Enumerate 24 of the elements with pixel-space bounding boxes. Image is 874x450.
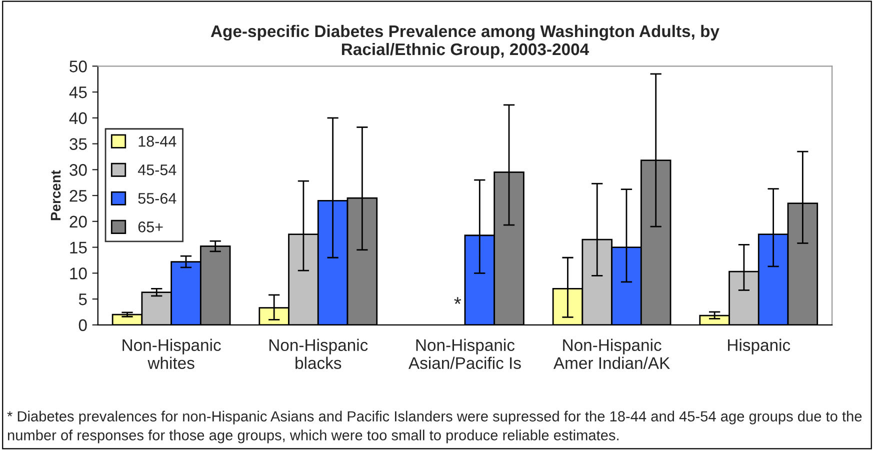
x-tick-label: Non-Hispanic blacks: [269, 338, 368, 369]
chart-title: Age-specific Diabetes Prevalence among Washington Adults, by Racial/Ethnic Group, 2003-2004: [210, 24, 720, 58]
legend-label: 55-64: [138, 192, 176, 204]
y-tick-label: 20: [70, 216, 87, 228]
y-tick-label: 10: [70, 268, 87, 280]
y-tick-label: 40: [69, 112, 87, 124]
y-tick-label: 50: [70, 60, 87, 72]
legend-label: 18-44: [138, 136, 176, 147]
y-tick-label: 15: [70, 242, 87, 254]
x-tick-label: Non-Hispanic whites: [122, 338, 221, 369]
y-tick-label: 30: [70, 164, 87, 176]
x-tick-label: Non-Hispanic Asian/Pacific Is: [408, 338, 521, 369]
y-tick-label: 0: [78, 319, 87, 332]
x-tick-label: Non-Hispanic Amer Indian/AK: [553, 338, 670, 369]
y-axis-title: Percent: [50, 170, 61, 220]
text: * Diabetes prevalences for non-Hispanic Asians and Pacific Islanders were supressed for the 18-44 and 45-54 age groups due to the number of responses for those age groups, which were too small to produce reliable estimates.: [7, 410, 862, 444]
legend-label: 65+: [138, 222, 163, 232]
y-tick-label: 35: [70, 138, 87, 150]
y-tick-label: 5: [78, 294, 87, 306]
y-tick-label: 25: [70, 190, 87, 202]
x-tick-label: Hispanic: [728, 338, 790, 354]
legend-label: 45-54: [138, 164, 176, 176]
y-tick-label: 45: [69, 86, 87, 98]
annotation: *: [454, 297, 462, 304]
